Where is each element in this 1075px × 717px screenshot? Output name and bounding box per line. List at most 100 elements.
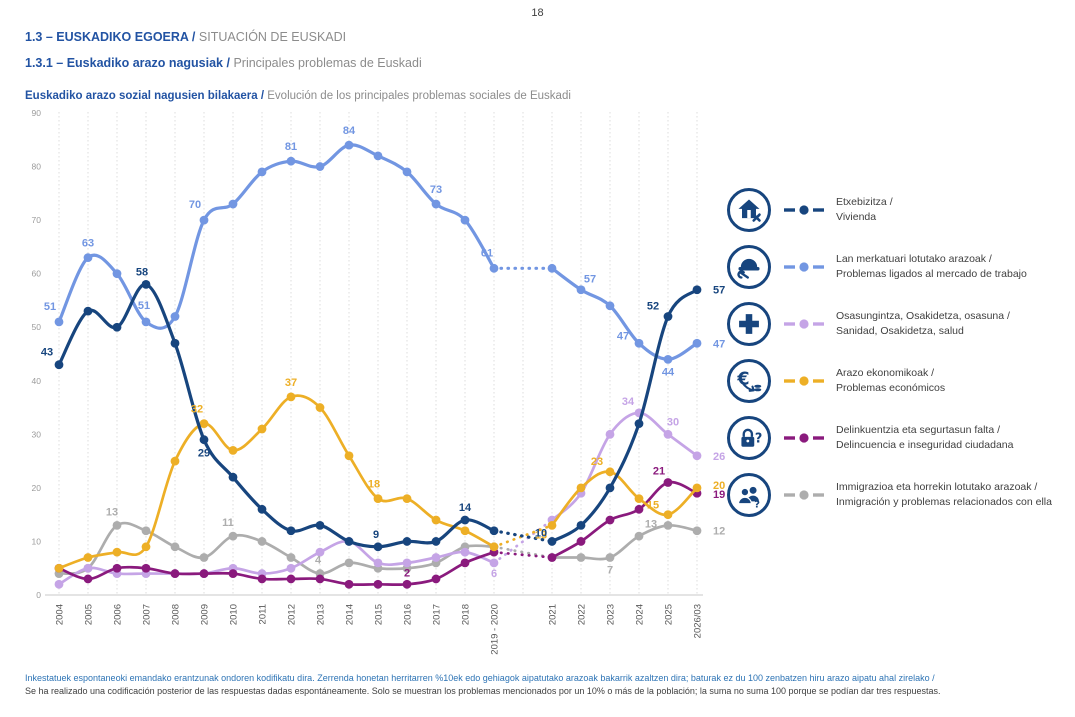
data-label-arazo-ekonomikoak: 37 <box>285 377 297 389</box>
data-label-etxebizitza: 52 <box>647 301 659 313</box>
x-tick-label: 2017 <box>432 604 443 625</box>
data-point-etxebizitza <box>315 520 325 530</box>
legend-mark-delinkuentzia <box>784 433 824 443</box>
page-number: 18 <box>531 7 544 19</box>
legend-item-arazo-ekonomikoak: € Arazo ekonomikoak / Problemas económico… <box>727 359 1069 403</box>
data-point-etxebizitza <box>112 322 122 332</box>
data-label-arazo-ekonomikoak: 20 <box>713 480 725 492</box>
data-point-etxebizitza <box>692 285 702 295</box>
svg-text:?: ? <box>754 499 760 509</box>
data-point-arazo-ekonomikoak <box>547 520 557 530</box>
data-point-arazo-ekonomikoak <box>576 483 586 493</box>
data-label-lan-merkatua: 63 <box>82 238 94 250</box>
y-tick-label: 60 <box>32 269 42 279</box>
data-point-immigrazioa <box>199 553 209 562</box>
series-line-lan-merkatua <box>550 266 699 361</box>
data-point-etxebizitza <box>373 542 383 552</box>
data-point-lan-merkatua <box>402 167 412 177</box>
svg-text:?: ? <box>755 432 762 447</box>
x-tick-label: 2013 <box>316 604 327 625</box>
data-point-delinkuentzia <box>431 574 441 584</box>
data-label-arazo-ekonomikoak: 13 <box>535 529 547 541</box>
data-point-etxebizitza <box>83 306 93 316</box>
data-point-lan-merkatua <box>344 140 354 150</box>
data-label-osasungintza: 30 <box>667 416 679 428</box>
footnote-eu: Inkestatuek espontaneoki emandako erantz… <box>25 673 935 683</box>
chart-legend: Etxebizitza / Vivienda Lan merkatuari lot… <box>727 188 1069 517</box>
footnotes: Inkestatuek espontaneoki emandako erantz… <box>25 672 1060 698</box>
data-point-immigrazioa <box>605 553 615 562</box>
data-label-etxebizitza: 14 <box>459 502 472 514</box>
data-label-lan-merkatua: 44 <box>662 366 675 378</box>
chart-title-es: Evolución de los principales problemas s… <box>267 90 571 102</box>
data-point-etxebizitza <box>431 537 441 546</box>
data-point-lan-merkatua <box>431 199 441 209</box>
x-tick-label: 2021 <box>548 604 559 625</box>
legend-label-line2: Inmigración y problemas relacionados con… <box>836 496 1052 508</box>
data-point-lan-merkatua <box>460 215 470 225</box>
data-point-immigrazioa <box>576 553 586 562</box>
legend-label-line1: Delinkuentzia eta segurtasun falta / <box>836 424 1001 437</box>
data-label-immigrazioa: 12 <box>713 526 725 538</box>
subsection-heading-eu: 1.3.1 – Euskadiko arazo nagusiak / <box>25 56 234 70</box>
data-point-osasungintza <box>83 563 93 573</box>
x-tick-label: 2005 <box>84 604 95 625</box>
data-label-immigrazioa: 11 <box>222 517 234 529</box>
line-chart: 2004 2005 2006 2007 2008 2009 2010 2011 2012 2013… <box>25 106 735 662</box>
y-tick-label: 20 <box>32 483 42 493</box>
data-point-osasungintza <box>489 558 499 568</box>
data-point-delinkuentzia <box>228 569 238 578</box>
data-label-osasungintza: 34 <box>622 396 635 408</box>
data-point-arazo-ekonomikoak <box>663 510 673 520</box>
subsection-heading: 1.3.1 – Euskadiko arazo nagusiak / Princ… <box>25 56 422 70</box>
data-label-lan-merkatua: 47 <box>713 338 725 350</box>
data-point-delinkuentzia <box>576 537 586 546</box>
x-tick-label: 2006 <box>113 604 124 625</box>
data-point-arazo-ekonomikoak <box>83 553 93 562</box>
series-line-arazo-ekonomikoak <box>57 394 496 570</box>
legend-label-line1: Immigrazioa eta horrekin lotutako arazoa… <box>836 481 1038 494</box>
section-heading-es: SITUACIÓN DE EUSKADI <box>198 30 347 44</box>
series-line-etxebizitza <box>57 282 496 549</box>
x-tick-label: 2011 <box>258 604 269 624</box>
x-tick-label: 2024 <box>635 604 646 625</box>
x-tick-label: 2009 <box>200 604 211 625</box>
data-point-lan-merkatua <box>605 301 615 311</box>
x-tick-label: 2019 - 2020 <box>490 604 501 655</box>
data-point-immigrazioa <box>344 558 354 568</box>
chart-title: Euskadiko arazo sozial nagusien bilakaer… <box>25 90 571 102</box>
y-tick-label: 30 <box>32 429 42 439</box>
data-point-etxebizitza <box>199 435 209 445</box>
data-label-delinkuentzia: 21 <box>653 466 665 478</box>
data-point-delinkuentzia <box>402 579 412 589</box>
legend-label-line1: Osasungintza, Osakidetza, osasuna / <box>836 310 1010 323</box>
data-label-arazo-ekonomikoak: 23 <box>591 456 603 468</box>
data-point-delinkuentzia <box>315 574 325 584</box>
people-question-icon: ? <box>727 473 771 517</box>
data-point-lan-merkatua <box>286 156 296 166</box>
y-tick-label: 70 <box>32 215 42 225</box>
data-point-immigrazioa <box>634 531 644 541</box>
line-chart-canvas: 2004 2005 2006 2007 2008 2009 2010 2011 2012 2013… <box>32 108 726 655</box>
data-point-lan-merkatua <box>257 167 267 177</box>
data-label-etxebizitza: 58 <box>136 266 148 278</box>
x-tick-label: 2026/03 <box>693 604 704 638</box>
data-point-lan-merkatua <box>228 199 238 209</box>
data-point-arazo-ekonomikoak <box>431 515 441 525</box>
x-tick-label: 2025 <box>664 604 675 625</box>
subsection-heading-es: Principales problemas de Euskadi <box>233 56 422 70</box>
data-point-arazo-ekonomikoak <box>170 456 180 466</box>
medical-cross-icon <box>727 302 771 346</box>
data-label-delinkuentzia: 2 <box>404 567 410 579</box>
data-label-lan-merkatua: 51 <box>44 301 56 313</box>
data-point-delinkuentzia <box>257 574 267 584</box>
data-label-etxebizitza: 43 <box>41 347 53 359</box>
y-tick-label: 0 <box>36 590 41 600</box>
y-tick-label: 10 <box>32 536 42 546</box>
data-point-immigrazioa <box>228 531 238 541</box>
data-point-lan-merkatua <box>141 317 151 327</box>
x-tick-label: 2016 <box>403 604 414 625</box>
data-point-arazo-ekonomikoak <box>344 451 354 461</box>
y-tick-label: 40 <box>32 376 42 386</box>
data-point-delinkuentzia <box>663 478 673 487</box>
